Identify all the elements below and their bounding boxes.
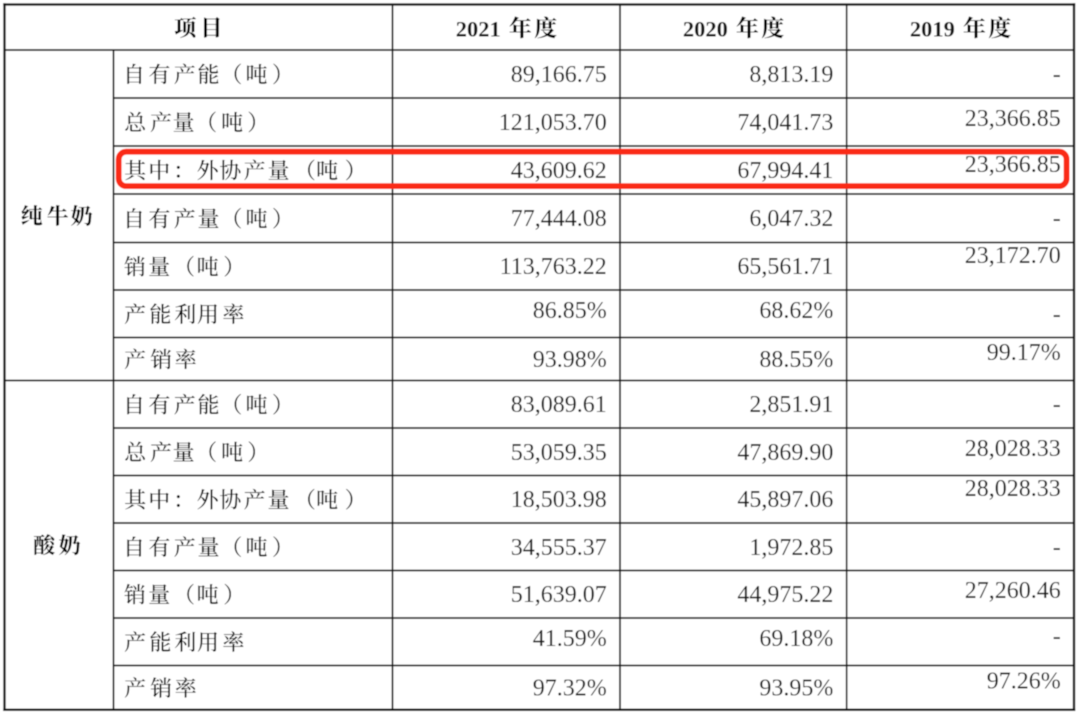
svg-text:93.98%: 93.98% <box>533 347 607 373</box>
svg-text:99.17%: 99.17% <box>987 340 1061 366</box>
svg-text:89,166.75: 89,166.75 <box>511 62 607 88</box>
svg-text:97.32%: 97.32% <box>533 676 607 702</box>
svg-text:121,053.70: 121,053.70 <box>499 110 607 136</box>
svg-text:2019: 2019 <box>910 16 955 41</box>
svg-text:34,555.37: 34,555.37 <box>511 535 607 561</box>
svg-text:86.85%: 86.85% <box>533 298 607 324</box>
svg-text:68.62%: 68.62% <box>759 298 833 324</box>
svg-text:2,851.91: 2,851.91 <box>749 392 833 418</box>
svg-text:6,047.32: 6,047.32 <box>749 206 833 232</box>
svg-text:28,028.33: 28,028.33 <box>965 476 1061 502</box>
svg-text:18,503.98: 18,503.98 <box>511 487 607 513</box>
svg-text:23,366.85: 23,366.85 <box>965 152 1061 178</box>
svg-text:1,972.85: 1,972.85 <box>749 535 833 561</box>
svg-text:97.26%: 97.26% <box>987 669 1061 695</box>
svg-text:74,041.73: 74,041.73 <box>737 110 833 136</box>
svg-text:45,897.06: 45,897.06 <box>737 487 833 513</box>
svg-text:28,028.33: 28,028.33 <box>965 436 1061 462</box>
svg-text:69.18%: 69.18% <box>759 626 833 652</box>
svg-text:27,260.46: 27,260.46 <box>965 578 1061 604</box>
svg-text:43,609.62: 43,609.62 <box>511 158 607 184</box>
svg-text:77,444.08: 77,444.08 <box>511 206 607 232</box>
svg-text:-: - <box>1053 392 1061 418</box>
svg-text:23,172.70: 23,172.70 <box>965 243 1061 269</box>
svg-text:93.95%: 93.95% <box>759 676 833 702</box>
svg-text:88.55%: 88.55% <box>759 347 833 373</box>
svg-text:113,763.22: 113,763.22 <box>500 254 607 280</box>
svg-text:23,366.85: 23,366.85 <box>965 106 1061 132</box>
svg-text:83,089.61: 83,089.61 <box>511 392 607 418</box>
svg-text:-: - <box>1053 206 1061 232</box>
svg-text:-: - <box>1053 62 1061 88</box>
svg-text:67,994.41: 67,994.41 <box>737 158 833 184</box>
svg-text:47,869.90: 47,869.90 <box>737 440 833 466</box>
svg-text:-: - <box>1053 302 1061 328</box>
svg-text:44,975.22: 44,975.22 <box>737 582 833 608</box>
svg-text:2020: 2020 <box>683 16 728 41</box>
svg-text:8,813.19: 8,813.19 <box>749 62 833 88</box>
svg-text:-: - <box>1053 535 1061 561</box>
svg-text:53,059.35: 53,059.35 <box>511 440 607 466</box>
svg-text:65,561.71: 65,561.71 <box>737 254 833 280</box>
svg-text:-: - <box>1053 624 1061 650</box>
svg-text:2021: 2021 <box>456 16 501 41</box>
svg-text:41.59%: 41.59% <box>533 626 607 652</box>
svg-text:51,639.07: 51,639.07 <box>511 582 607 608</box>
